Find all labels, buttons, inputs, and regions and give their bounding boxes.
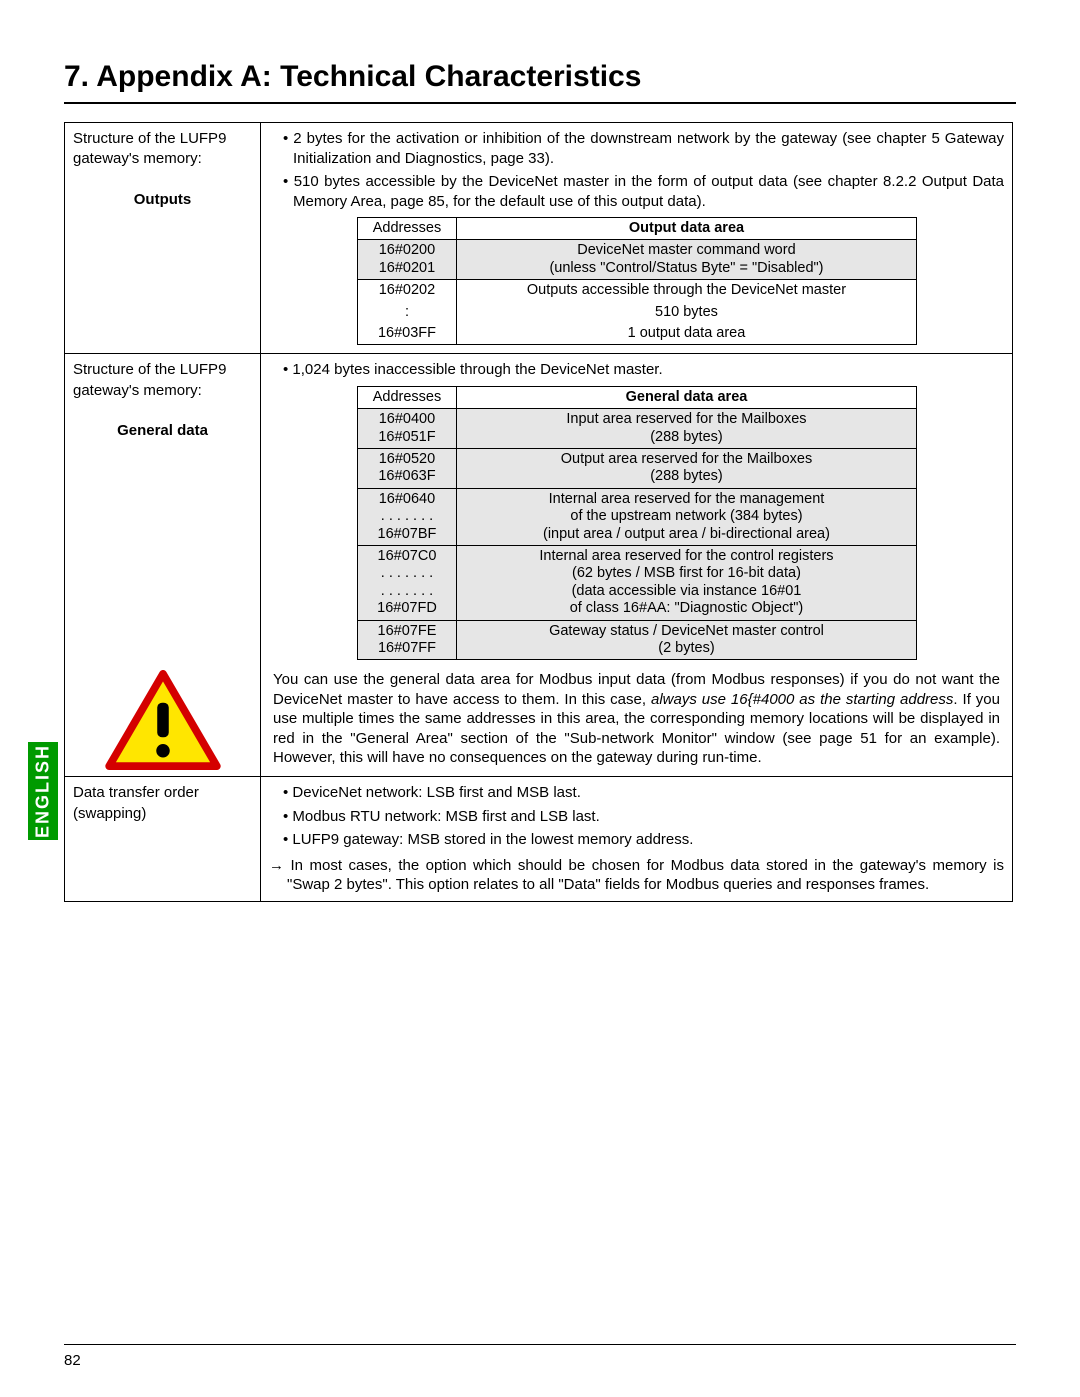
addr-cell: 16#0200 16#0201 — [357, 240, 457, 280]
bullet-list: 1,024 bytes inaccessible through the Dev… — [269, 360, 1004, 380]
inner-header: Addresses — [357, 386, 457, 408]
addr-cell: 16#07FE 16#07FF — [357, 620, 457, 660]
bullet-item: LUFP9 gateway: MSB stored in the lowest … — [283, 830, 1004, 850]
inner-header: General data area — [457, 386, 916, 408]
desc-cell: DeviceNet master command word (unless "C… — [457, 240, 916, 280]
output-table: Addresses Output data area 16#0200 16#02… — [357, 217, 917, 345]
table-row: Structure of the LUFP9 gateway's memory:… — [65, 123, 1013, 354]
desc-cell: Output area reserved for the Mailboxes (… — [457, 449, 916, 489]
row-content-cell: 1,024 bytes inaccessible through the Dev… — [261, 354, 1013, 777]
addr-cell: 16#0640 . . . . . . . 16#07BF — [357, 488, 457, 545]
addr-cell: 16#03FF — [357, 323, 457, 345]
bullet-item: 2 bytes for the activation or inhibition… — [283, 129, 1004, 168]
addr-cell: 16#0400 16#051F — [357, 409, 457, 449]
desc-cell: Internal area reserved for the managemen… — [457, 488, 916, 545]
desc-cell: Gateway status / DeviceNet master contro… — [457, 620, 916, 660]
row-content-cell: 2 bytes for the activation or inhibition… — [261, 123, 1013, 354]
addr-cell: 16#07C0 . . . . . . . . . . . . . . 16#0… — [357, 545, 457, 620]
bullet-item: Modbus RTU network: MSB first and LSB la… — [283, 807, 1004, 827]
table-row: Structure of the LUFP9 gateway's memory:… — [65, 354, 1013, 777]
addr-cell: 16#0520 16#063F — [357, 449, 457, 489]
warning-icon — [103, 670, 223, 770]
row-label-bold: General data — [73, 421, 252, 441]
row-label-cell: Structure of the LUFP9 gateway's memory:… — [65, 123, 261, 354]
page: 7. Appendix A: Technical Characteristics… — [0, 0, 1080, 1397]
table-row: Data transfer order (swapping) DeviceNet… — [65, 777, 1013, 902]
row-label-top: Structure of the LUFP9 gateway's memory: — [73, 360, 252, 401]
general-table: Addresses General data area 16#0400 16#0… — [357, 386, 917, 660]
page-number: 82 — [64, 1352, 81, 1369]
addr-cell: 16#0202 — [357, 280, 457, 302]
bullet-item: 510 bytes accessible by the DeviceNet ma… — [283, 172, 1004, 211]
row-label-cell: Structure of the LUFP9 gateway's memory:… — [65, 354, 261, 777]
desc-cell: Input area reserved for the Mailboxes (2… — [457, 409, 916, 449]
bullet-list: DeviceNet network: LSB first and MSB las… — [269, 783, 1004, 850]
language-tab: ENGLISH — [28, 742, 58, 840]
desc-cell: 1 output data area — [457, 323, 916, 345]
spec-table: Structure of the LUFP9 gateway's memory:… — [64, 122, 1013, 902]
bullet-item: 1,024 bytes inaccessible through the Dev… — [283, 360, 1004, 380]
row-label-top: Structure of the LUFP9 gateway's memory: — [73, 129, 252, 170]
bullet-item: DeviceNet network: LSB first and MSB las… — [283, 783, 1004, 803]
inner-header: Addresses — [357, 218, 457, 240]
page-title: 7. Appendix A: Technical Characteristics — [64, 60, 1016, 94]
row-label-cell: Data transfer order (swapping) — [65, 777, 261, 902]
desc-cell: Outputs accessible through the DeviceNet… — [457, 280, 916, 302]
row-content-cell: DeviceNet network: LSB first and MSB las… — [261, 777, 1013, 902]
desc-cell: Internal area reserved for the control r… — [457, 545, 916, 620]
row-label-bold: Outputs — [73, 190, 252, 210]
arrow-item: In most cases, the option which should b… — [269, 856, 1004, 895]
footer-rule — [64, 1344, 1016, 1345]
warning-text: You can use the general data area for Mo… — [273, 670, 1000, 768]
title-rule — [64, 102, 1016, 104]
desc-cell: 510 bytes — [457, 302, 916, 323]
inner-header: Output data area — [457, 218, 916, 240]
addr-cell: : — [357, 302, 457, 323]
row-label: Data transfer order (swapping) — [73, 783, 252, 824]
bullet-list: 2 bytes for the activation or inhibition… — [269, 129, 1004, 211]
